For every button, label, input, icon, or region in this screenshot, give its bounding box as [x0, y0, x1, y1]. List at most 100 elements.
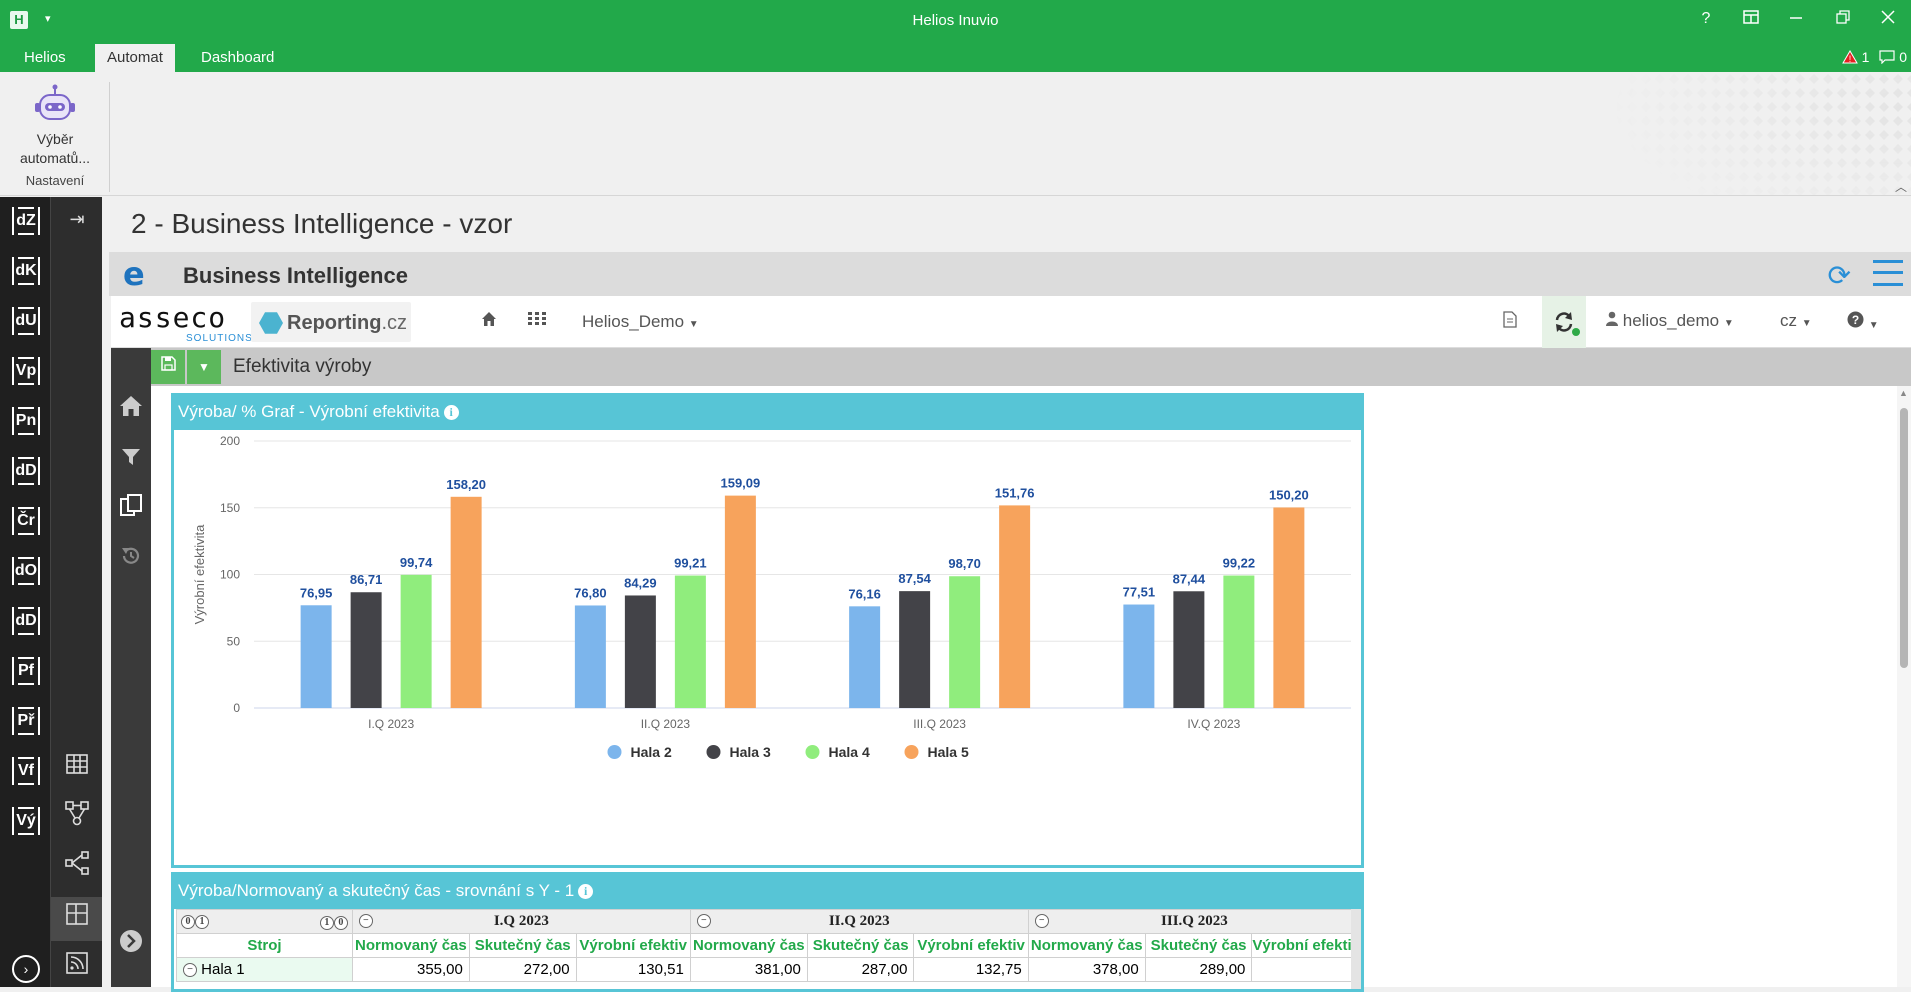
help-circle-icon: ?	[1847, 311, 1869, 332]
language-dropdown[interactable]: cz ▼	[1780, 311, 1812, 331]
expand-panel-icon[interactable]	[111, 926, 151, 966]
tab-automat[interactable]: Automat	[95, 44, 175, 72]
data-label: 99,22	[1223, 556, 1256, 571]
tab-dashboard[interactable]: Dashboard	[201, 49, 275, 66]
nav-item-dk[interactable]: dK	[12, 257, 40, 285]
pin-panel-icon[interactable]: ⇥	[69, 209, 85, 229]
tab-helios[interactable]: Helios	[24, 49, 66, 66]
nav-item-du[interactable]: dU	[12, 307, 40, 335]
help-dropdown[interactable]: ? ▼	[1847, 311, 1879, 333]
share-tree-icon[interactable]	[51, 847, 103, 891]
maximize-button[interactable]	[1828, 10, 1858, 29]
dashboard-layout-icon[interactable]	[51, 897, 103, 941]
table-cell: 381,00	[689, 957, 808, 982]
bar	[849, 606, 881, 708]
collapse-icon[interactable]: −	[358, 914, 373, 928]
canvas-scrollbar[interactable]: ▲	[1897, 386, 1911, 987]
home-icon[interactable]	[111, 390, 151, 430]
apps-grid-icon[interactable]	[528, 311, 546, 332]
col-header[interactable]: Skutečný čas	[468, 933, 577, 958]
main-content: 2 - Business Intelligence - vzor e Busin…	[102, 197, 1911, 992]
collapse-ribbon-icon[interactable]: ︿	[1894, 180, 1907, 194]
minimize-button[interactable]	[1781, 10, 1811, 29]
collapse-icon[interactable]: −	[1034, 914, 1049, 928]
warning-icon: !	[1841, 50, 1858, 64]
nav-item-dd[interactable]: dD	[12, 457, 40, 485]
data-label: 99,74	[400, 555, 433, 570]
restore-layout-icon[interactable]	[1736, 10, 1766, 29]
hamburger-menu-icon[interactable]	[1873, 260, 1903, 286]
y-tick-label: 0	[233, 701, 240, 715]
col-header[interactable]: Normovaný čas	[1027, 933, 1146, 958]
quarter-label: III.Q 2023	[1161, 913, 1228, 929]
report-side-tools	[111, 348, 151, 987]
reporting-logo-suffix: .cz	[381, 312, 407, 334]
document-icon[interactable]	[1503, 311, 1517, 333]
reporting-hex-icon	[259, 312, 283, 334]
row-header[interactable]: Stroj	[176, 933, 353, 958]
level-toggle-1[interactable]: 1	[195, 914, 209, 929]
nav-item-vf[interactable]: Vf	[12, 757, 40, 785]
table-cell: 287,00	[806, 957, 915, 982]
reporting-logo[interactable]: Reporting.cz	[251, 302, 411, 342]
svg-text:!: !	[1848, 54, 1851, 64]
copy-icon[interactable]	[111, 490, 151, 530]
ribbon-group-label: Nastavení	[25, 173, 85, 188]
save-button[interactable]	[151, 350, 185, 384]
nav-item-dd-2[interactable]: dD	[12, 607, 40, 635]
robot-icon	[35, 84, 75, 120]
scrollbar-thumb[interactable]	[1900, 408, 1908, 668]
nav-item-pn[interactable]: Pn	[12, 407, 40, 435]
bar	[1173, 591, 1205, 708]
notification-area[interactable]: ! 1 0	[1841, 49, 1907, 65]
sync-status-button[interactable]	[1542, 296, 1586, 348]
ribbon-background-pattern	[1611, 72, 1911, 195]
col-header[interactable]: Normovaný čas	[351, 933, 470, 958]
level-toggle-right-0[interactable]: 0	[333, 915, 348, 930]
filter-icon[interactable]	[111, 440, 151, 480]
workflow-icon[interactable]	[51, 797, 103, 841]
col-header[interactable]: Normovaný čas	[689, 933, 808, 958]
refresh-icon[interactable]: ⟳	[1827, 260, 1851, 291]
chevron-down-icon: ▼	[1801, 318, 1812, 329]
home-icon[interactable]	[481, 311, 497, 332]
history-icon[interactable]	[111, 540, 151, 580]
quick-access-dropdown[interactable]: ▾	[45, 13, 51, 25]
nav-item-do[interactable]: dO	[12, 557, 40, 585]
col-header[interactable]: Výrobní efektiv	[913, 933, 1029, 958]
rss-icon[interactable]	[51, 945, 103, 989]
title-bar: H ▾ Helios Inuvio ?	[0, 0, 1911, 44]
collapse-icon[interactable]: −	[696, 914, 711, 928]
table-scrollbar[interactable]	[1351, 909, 1361, 989]
quarter-header: − III.Q 2023	[1027, 909, 1361, 934]
nav-item-pr[interactable]: Př	[12, 707, 40, 735]
bi-header: e Business Intelligence ⟳	[109, 252, 1911, 296]
collapse-icon[interactable]: −	[183, 963, 197, 978]
user-dropdown[interactable]: helios_demo ▼	[1606, 311, 1734, 331]
nav-item-vp[interactable]: Vp	[12, 357, 40, 385]
col-header[interactable]: Výrobní efektiv	[1251, 933, 1361, 958]
help-button[interactable]: ?	[1701, 10, 1711, 27]
col-header[interactable]: Skutečný čas	[806, 933, 915, 958]
nav-item-pf[interactable]: Pf	[12, 657, 40, 685]
info-icon[interactable]: i	[443, 405, 459, 420]
level-toggle-0[interactable]: 0	[181, 914, 195, 929]
app-icon[interactable]: H	[10, 11, 28, 29]
table-icon[interactable]	[51, 747, 103, 791]
col-header[interactable]: Výrobní efektiv	[575, 933, 691, 958]
col-header[interactable]: Skutečný čas	[1144, 933, 1253, 958]
nav-item-vy[interactable]: Vý	[12, 807, 40, 835]
nav-item-cr[interactable]: Čr	[12, 507, 40, 535]
legend-label: Hala 3	[730, 744, 771, 760]
scroll-up-icon[interactable]: ▲	[1899, 388, 1908, 398]
save-dropdown-button[interactable]: ▼	[187, 350, 221, 384]
close-button[interactable]	[1873, 10, 1903, 29]
info-icon[interactable]: i	[578, 884, 594, 899]
expand-nav-icon[interactable]: ›	[12, 955, 40, 983]
nav-item-dz[interactable]: dZ	[12, 207, 40, 235]
database-dropdown[interactable]: Helios_Demo ▼	[582, 312, 699, 332]
data-label: 77,51	[1123, 585, 1156, 600]
level-toggle-right-1[interactable]: 1	[319, 915, 334, 930]
row-label-cell[interactable]: − Hala 1	[176, 957, 353, 982]
